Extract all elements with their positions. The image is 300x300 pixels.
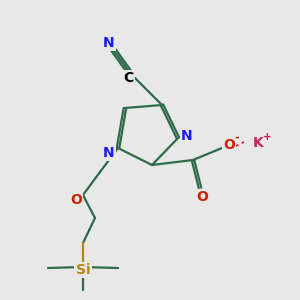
Text: -: - [235, 133, 239, 143]
Text: N: N [103, 36, 115, 50]
Text: K: K [253, 136, 263, 150]
Text: +: + [262, 132, 272, 142]
Text: O: O [196, 190, 208, 204]
Text: O: O [70, 193, 82, 207]
Text: C: C [123, 71, 133, 85]
Text: N: N [181, 129, 193, 143]
Text: N: N [103, 146, 115, 160]
Text: Si: Si [76, 263, 90, 277]
Text: O: O [223, 138, 235, 152]
